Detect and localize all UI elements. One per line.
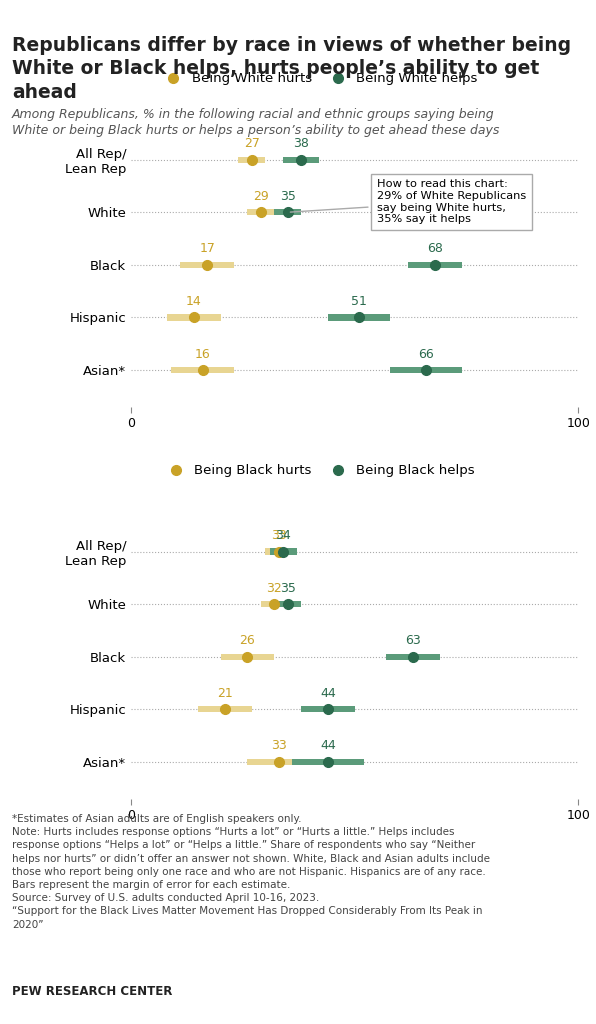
Text: PEW RESEARCH CENTER: PEW RESEARCH CENTER [12, 985, 172, 998]
Bar [386, 653, 439, 659]
Text: *Estimates of Asian adults are of English speakers only.
Note: Hurts includes re: *Estimates of Asian adults are of Englis… [12, 814, 490, 930]
Bar [261, 601, 287, 607]
Text: Among Republicans, % in the following racial and ethnic groups saying being
Whit: Among Republicans, % in the following ra… [12, 108, 499, 136]
Bar [238, 157, 265, 163]
Bar [198, 707, 252, 713]
Bar [274, 209, 301, 215]
Text: 29: 29 [253, 189, 269, 203]
Bar [328, 314, 390, 321]
Bar [180, 262, 234, 268]
Text: 44: 44 [320, 687, 336, 699]
Text: 51: 51 [351, 295, 367, 308]
Legend: Being White hurts, Being White helps: Being White hurts, Being White helps [154, 67, 483, 90]
Text: 16: 16 [195, 347, 210, 360]
Text: 66: 66 [418, 347, 434, 360]
Legend: Being Black hurts, Being Black helps: Being Black hurts, Being Black helps [157, 459, 480, 482]
Bar [292, 759, 364, 765]
Bar [269, 549, 297, 555]
Bar [167, 314, 221, 321]
Text: 33: 33 [271, 739, 287, 753]
Bar [172, 367, 234, 373]
Text: 33: 33 [271, 529, 287, 542]
Text: 32: 32 [266, 582, 282, 595]
Text: 35: 35 [280, 582, 296, 595]
Text: 44: 44 [320, 739, 336, 753]
Text: 38: 38 [293, 137, 309, 151]
Text: How to read this chart:
29% of White Republicans
say being White hurts,
35% say : How to read this chart: 29% of White Rep… [290, 179, 526, 224]
Bar [301, 707, 355, 713]
Bar [283, 157, 319, 163]
Bar [247, 209, 274, 215]
Text: 68: 68 [427, 243, 443, 255]
Text: 21: 21 [217, 687, 233, 699]
Text: 63: 63 [405, 634, 421, 647]
Text: 17: 17 [199, 243, 215, 255]
Bar [265, 549, 292, 555]
Bar [408, 262, 462, 268]
Text: Republicans differ by race in views of whether being
White or Black helps, hurts: Republicans differ by race in views of w… [12, 36, 571, 101]
Bar [390, 367, 462, 373]
Text: 14: 14 [186, 295, 201, 308]
Text: 26: 26 [240, 634, 255, 647]
Bar [274, 601, 301, 607]
Bar [247, 759, 310, 765]
Text: 27: 27 [244, 137, 260, 151]
Text: 35: 35 [280, 189, 296, 203]
Bar [221, 653, 274, 659]
Text: 34: 34 [275, 529, 291, 542]
